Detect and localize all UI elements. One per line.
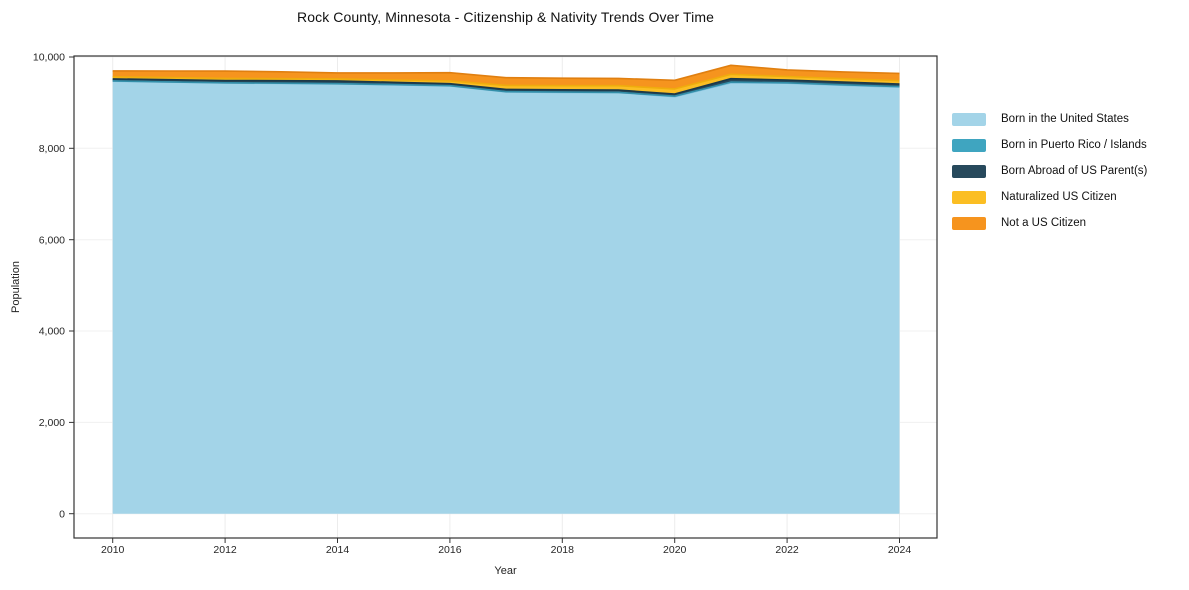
y-axis-title: Population [10,261,22,313]
x-axis-title: Year [494,565,517,577]
legend: Born in the United States Born in Puerto … [952,106,1147,236]
area-born-in-the-united-states [112,81,900,514]
legend-item-born-abroad-of-us-parent-s: Born Abroad of US Parent(s) [952,158,1147,184]
y-tick-label: 8,000 [39,143,65,155]
x-tick-label: 2024 [888,544,912,556]
x-tick-label: 2010 [101,544,125,556]
legend-swatch [952,138,986,152]
y-tick-label: 4,000 [39,326,65,338]
legend-swatch [952,112,986,126]
edge-born-abroad-of-us-parent-s [112,77,900,95]
x-tick-label: 2012 [213,544,237,556]
legend-label: Not a US Citizen [1001,217,1087,229]
legend-item-not-a-us-citizen: Not a US Citizen [952,210,1147,236]
legend-swatch [952,216,986,230]
legend-swatch [952,164,986,178]
y-tick-label: 10,000 [33,52,65,64]
chart-title: Rock County, Minnesota - Citizenship & N… [297,9,714,25]
y-tick-label: 6,000 [39,234,65,246]
x-tick-label: 2018 [551,544,575,556]
x-tick-label: 2014 [326,544,350,556]
edge-born-in-puerto-rico-islands [112,80,900,97]
legend-item-born-in-the-united-states: Born in the United States [952,106,1147,132]
legend-label: Born Abroad of US Parent(s) [1001,165,1148,177]
legend-label: Born in Puerto Rico / Islands [1001,139,1147,151]
legend-item-born-in-puerto-rico-islands: Born in Puerto Rico / Islands [952,132,1147,158]
x-tick-label: 2016 [438,544,462,556]
edge-naturalized-us-citizen [112,73,900,90]
edge-not-a-us-citizen [112,64,900,82]
plot-border [73,55,938,539]
y-tick-label: 2,000 [39,417,65,429]
x-tick-label: 2020 [663,544,687,556]
y-tick-label: 0 [59,508,65,520]
legend-label: Naturalized US Citizen [1001,191,1117,203]
area-not-a-us-citizen [112,65,900,89]
legend-label: Born in the United States [1001,113,1129,125]
legend-item-naturalized-us-citizen: Naturalized US Citizen [952,184,1147,210]
legend-swatch [952,190,986,204]
x-tick-label: 2022 [775,544,799,556]
